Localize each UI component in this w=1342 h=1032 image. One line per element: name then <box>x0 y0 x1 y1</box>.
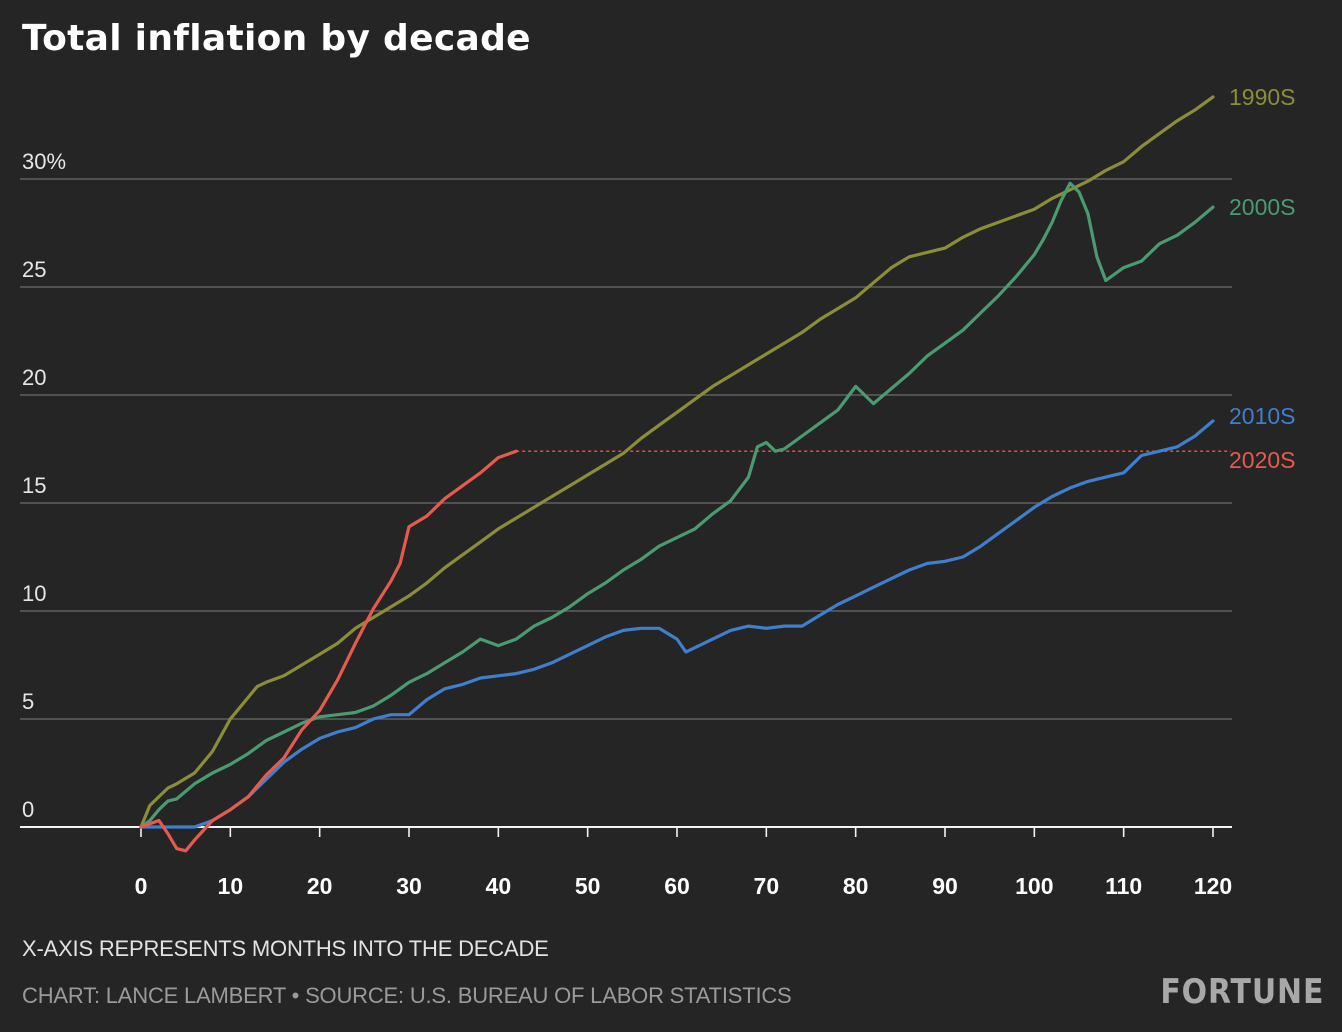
series-line-2010s <box>139 419 1215 829</box>
y-tick-label: 30% <box>22 149 66 174</box>
y-tick-label: 10 <box>22 581 46 606</box>
x-tick-label: 50 <box>575 873 601 899</box>
series-label-2000s: 2000S <box>1229 194 1296 220</box>
x-tick-label: 100 <box>1015 873 1053 899</box>
fortune-logo: FORTUNE <box>1160 972 1324 1012</box>
y-tick-label: 25 <box>22 257 46 282</box>
x-tick-label: 10 <box>218 873 244 899</box>
x-tick-label: 70 <box>754 873 780 899</box>
y-tick-label: 20 <box>22 365 46 390</box>
source-credit: CHART: LANCE LAMBERT • SOURCE: U.S. BURE… <box>22 983 792 1008</box>
series-line-1990s <box>139 95 1215 829</box>
series-labels: 1990S 2000S 2010S 2020S <box>1229 84 1296 473</box>
series-lines <box>139 95 1215 853</box>
x-tick-label: 20 <box>307 873 333 899</box>
x-tick-label: 0 <box>135 873 148 899</box>
x-tick-label: 90 <box>932 873 958 899</box>
y-tick-label: 5 <box>22 689 34 714</box>
y-axis-tick-labels: 0 5 10 15 20 25 30% <box>22 149 66 822</box>
x-tick-label: 30 <box>396 873 422 899</box>
x-tick-label: 60 <box>664 873 690 899</box>
x-tick-label: 40 <box>486 873 512 899</box>
y-tick-label: 0 <box>22 797 34 822</box>
x-axis: 0 10 20 30 40 50 60 70 80 90 100 110 120 <box>135 827 1232 899</box>
series-label-2020s: 2020S <box>1229 447 1296 473</box>
axis-note: X-AXIS REPRESENTS MONTHS INTO THE DECADE <box>22 936 549 961</box>
chart-title: Total inflation by decade <box>22 18 531 59</box>
x-tick-label: 80 <box>843 873 869 899</box>
series-line-2020s <box>139 449 518 853</box>
x-tick-label: 110 <box>1105 873 1142 899</box>
x-tick-label: 120 <box>1194 873 1232 899</box>
series-label-1990s: 1990S <box>1229 84 1296 110</box>
series-label-2010s: 2010S <box>1229 403 1296 429</box>
gridlines <box>20 178 1232 828</box>
y-tick-label: 15 <box>22 473 46 498</box>
